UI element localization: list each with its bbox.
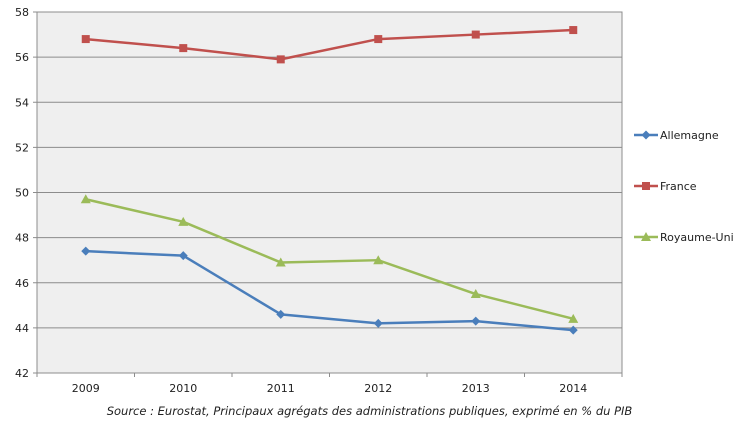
y-tick-label: 58	[15, 6, 29, 19]
source-note: Source : Eurostat, Principaux agrégats d…	[106, 404, 633, 418]
data-point-marker	[81, 35, 90, 44]
data-point-marker	[373, 318, 383, 328]
data-point-marker	[373, 255, 384, 265]
data-point-marker	[276, 309, 286, 319]
legend-label: France	[660, 180, 697, 193]
y-tick-label: 54	[15, 96, 29, 109]
x-axis-ticks: 2009 2010 2011 2012 2013 2014	[36, 373, 623, 395]
legend-item: Royaume-Uni	[634, 231, 734, 244]
data-point-marker	[471, 30, 480, 39]
data-point-marker	[568, 313, 579, 323]
x-tick-label: 2014	[559, 382, 587, 395]
y-tick-label: 56	[15, 51, 29, 64]
y-axis-ticks: 42 44 46 48 50 52 54 56 58	[15, 6, 37, 380]
data-point-marker	[178, 251, 188, 261]
legend-label: Royaume-Uni	[660, 231, 734, 244]
data-point-marker	[471, 316, 481, 326]
gridlines	[37, 56, 622, 329]
series-allemagne	[81, 246, 578, 335]
y-tick-label: 50	[15, 187, 29, 200]
legend: Allemagne France Royaume-Uni	[634, 129, 734, 244]
x-tick-label: 2011	[267, 382, 295, 395]
y-tick-label: 44	[15, 322, 29, 335]
data-point-marker	[374, 35, 383, 44]
x-tick-label: 2013	[462, 382, 490, 395]
data-point-marker	[641, 232, 651, 241]
data-point-marker	[568, 325, 578, 335]
legend-label: Allemagne	[660, 129, 719, 142]
data-point-marker	[276, 55, 285, 64]
series-royaume-uni	[80, 194, 579, 323]
legend-item: Allemagne	[634, 129, 719, 142]
data-point-marker	[81, 246, 91, 256]
series-line	[85, 28, 574, 61]
data-point-marker	[641, 130, 651, 140]
data-point-marker	[275, 257, 286, 267]
data-point-marker	[179, 44, 188, 53]
x-tick-label: 2010	[169, 382, 197, 395]
data-point-marker	[178, 216, 189, 226]
y-tick-label: 48	[15, 232, 29, 245]
data-point-marker	[642, 182, 650, 190]
series-france	[81, 26, 578, 64]
y-tick-label: 42	[15, 367, 29, 380]
series-line	[85, 249, 574, 332]
data-point-marker	[569, 26, 578, 35]
y-tick-label: 52	[15, 141, 29, 154]
x-tick-label: 2009	[72, 382, 100, 395]
legend-item: France	[634, 180, 697, 193]
series-line	[85, 198, 574, 321]
data-point-marker	[470, 289, 481, 299]
data-point-marker	[80, 194, 91, 204]
series-group	[80, 26, 579, 335]
y-tick-label: 46	[15, 277, 29, 290]
x-tick-label: 2012	[364, 382, 392, 395]
